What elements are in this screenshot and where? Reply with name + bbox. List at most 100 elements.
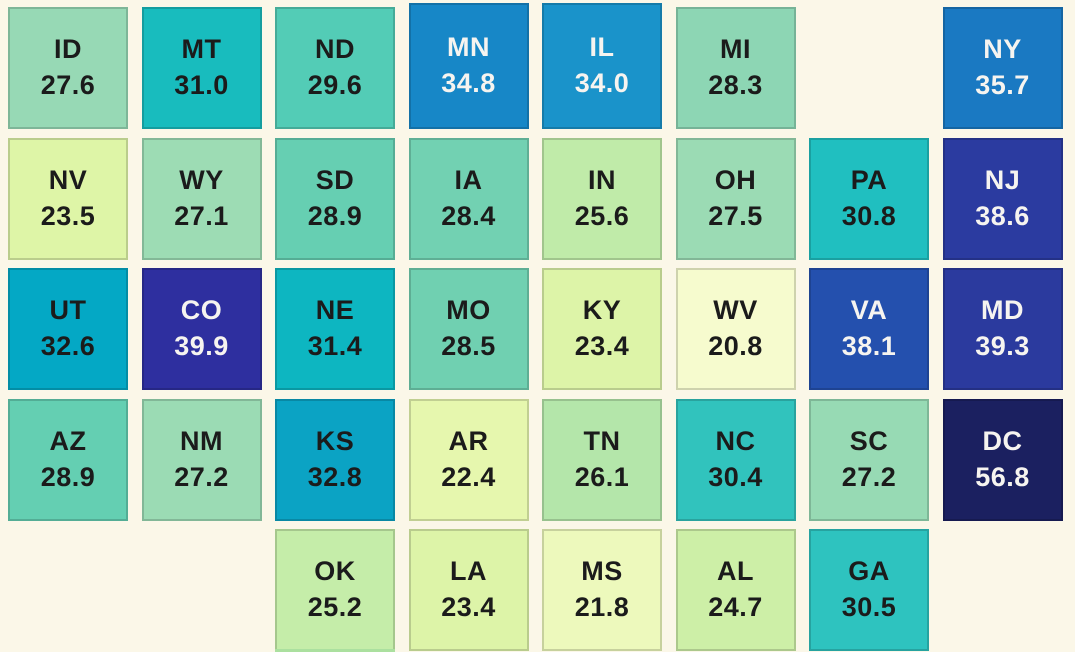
tile-ny: NY 35.7 [942, 7, 1063, 129]
tile-mt: MT 31.0 [141, 7, 262, 129]
tile-tn: TN 26.1 [542, 398, 662, 521]
state-value: 34.8 [441, 68, 496, 98]
state-abbr: OK [314, 556, 356, 587]
state-value: 35.7 [975, 70, 1030, 100]
tile-az: AZ 28.9 [8, 398, 128, 521]
tile-ks: KS 32.8 [275, 398, 395, 521]
state-value: 27.2 [841, 461, 897, 492]
state-abbr: GA [848, 556, 890, 587]
tile-oh: OH 27.5 [675, 137, 796, 260]
state-value: 38.6 [975, 200, 1030, 231]
tile-ky: KY 23.4 [542, 268, 662, 390]
tile-ok: OK 25.2 [275, 529, 395, 651]
state-abbr: AL [717, 556, 754, 587]
state-abbr: VA [850, 295, 888, 326]
tile-in: IN 25.6 [542, 137, 662, 260]
tile-md: MD 39.3 [942, 268, 1063, 390]
state-value: 27.1 [174, 200, 229, 231]
tile-nc: NC 30.4 [675, 398, 796, 521]
state-abbr: ID [54, 34, 82, 65]
tile-ga: GA 30.5 [809, 529, 929, 651]
state-value: 31.0 [174, 70, 229, 100]
state-abbr: NV [48, 164, 88, 195]
tile-ia: IA 28.4 [408, 137, 529, 260]
state-abbr: SD [315, 164, 355, 195]
state-abbr: NC [715, 425, 756, 456]
tile-grid-map: ID 27.6 MT 31.0 ND 29.6 MN 34.8 IL 34.0 MI 28.3 NY 35… [8, 3, 1063, 651]
state-abbr: IA [454, 164, 483, 195]
tile-pa: PA 30.8 [809, 137, 929, 260]
state-abbr: TN [583, 425, 621, 456]
state-abbr: MS [581, 556, 623, 587]
state-abbr: SC [849, 425, 889, 456]
tile-mi: MI 28.3 [675, 7, 796, 129]
state-abbr: NJ [984, 164, 1021, 195]
state-value: 28.9 [40, 461, 96, 492]
state-value: 31.4 [307, 331, 363, 361]
state-value: 30.4 [708, 461, 763, 492]
state-value: 27.2 [174, 461, 229, 492]
state-value: 21.8 [574, 592, 630, 622]
state-abbr: UT [49, 295, 87, 326]
state-value: 20.8 [708, 331, 763, 361]
state-abbr: OH [714, 164, 757, 195]
tile-va: VA 38.1 [809, 268, 929, 390]
state-abbr: NE [315, 295, 355, 326]
tile-ne: NE 31.4 [275, 268, 395, 390]
tile-co: CO 39.9 [141, 268, 262, 390]
state-value: 39.9 [174, 331, 229, 361]
state-value: 28.5 [441, 331, 496, 361]
state-value: 28.9 [307, 200, 363, 231]
state-value: 30.5 [841, 592, 897, 622]
state-value: 34.0 [574, 68, 630, 98]
state-value: 23.4 [574, 331, 630, 361]
state-abbr: MO [446, 295, 491, 326]
state-value: 27.5 [708, 200, 763, 231]
tile-mn: MN 34.8 [408, 3, 529, 129]
state-value: 24.7 [708, 592, 763, 622]
tile-wv: WV 20.8 [675, 268, 796, 390]
tile-la: LA 23.4 [408, 529, 529, 651]
state-abbr: MT [181, 34, 222, 65]
tile-id: ID 27.6 [8, 7, 128, 129]
tile-ut: UT 32.6 [8, 268, 128, 390]
state-abbr: DC [982, 425, 1023, 456]
tile-sc: SC 27.2 [809, 398, 929, 521]
state-abbr: WV [713, 295, 758, 326]
tile-ar: AR 22.4 [408, 398, 529, 521]
state-abbr: PA [850, 164, 888, 195]
state-abbr: NM [180, 425, 223, 456]
state-value: 23.4 [441, 592, 496, 622]
tile-al: AL 24.7 [675, 529, 796, 651]
tile-nv: NV 23.5 [8, 137, 128, 260]
state-abbr: MN [447, 32, 490, 63]
tile-sd: SD 28.9 [275, 137, 395, 260]
state-abbr: IL [589, 32, 615, 63]
tile-wy: WY 27.1 [141, 137, 262, 260]
state-abbr: ND [315, 34, 355, 65]
state-value: 23.5 [40, 200, 96, 231]
state-abbr: MI [720, 34, 751, 65]
state-value: 38.1 [841, 331, 897, 361]
state-value: 29.6 [307, 70, 363, 100]
tile-nj: NJ 38.6 [942, 137, 1063, 260]
state-value: 56.8 [975, 461, 1030, 492]
tile-dc: DC 56.8 [942, 398, 1063, 521]
state-abbr: NY [983, 34, 1022, 65]
state-abbr: KS [315, 425, 355, 456]
state-abbr: CO [180, 295, 223, 326]
state-value: 25.2 [307, 592, 363, 622]
tile-mo: MO 28.5 [408, 268, 529, 390]
state-abbr: WY [179, 164, 224, 195]
state-value: 26.1 [574, 461, 630, 492]
state-value: 27.6 [40, 70, 96, 100]
tile-ms: MS 21.8 [542, 529, 662, 651]
tile-nm: NM 27.2 [141, 398, 262, 521]
state-value: 32.8 [307, 461, 363, 492]
partial-cropped-tile [275, 649, 395, 652]
state-value: 22.4 [441, 461, 496, 492]
tile-nd: ND 29.6 [275, 7, 395, 129]
state-value: 30.8 [841, 200, 897, 231]
state-value: 25.6 [574, 200, 630, 231]
state-value: 39.3 [975, 331, 1030, 361]
